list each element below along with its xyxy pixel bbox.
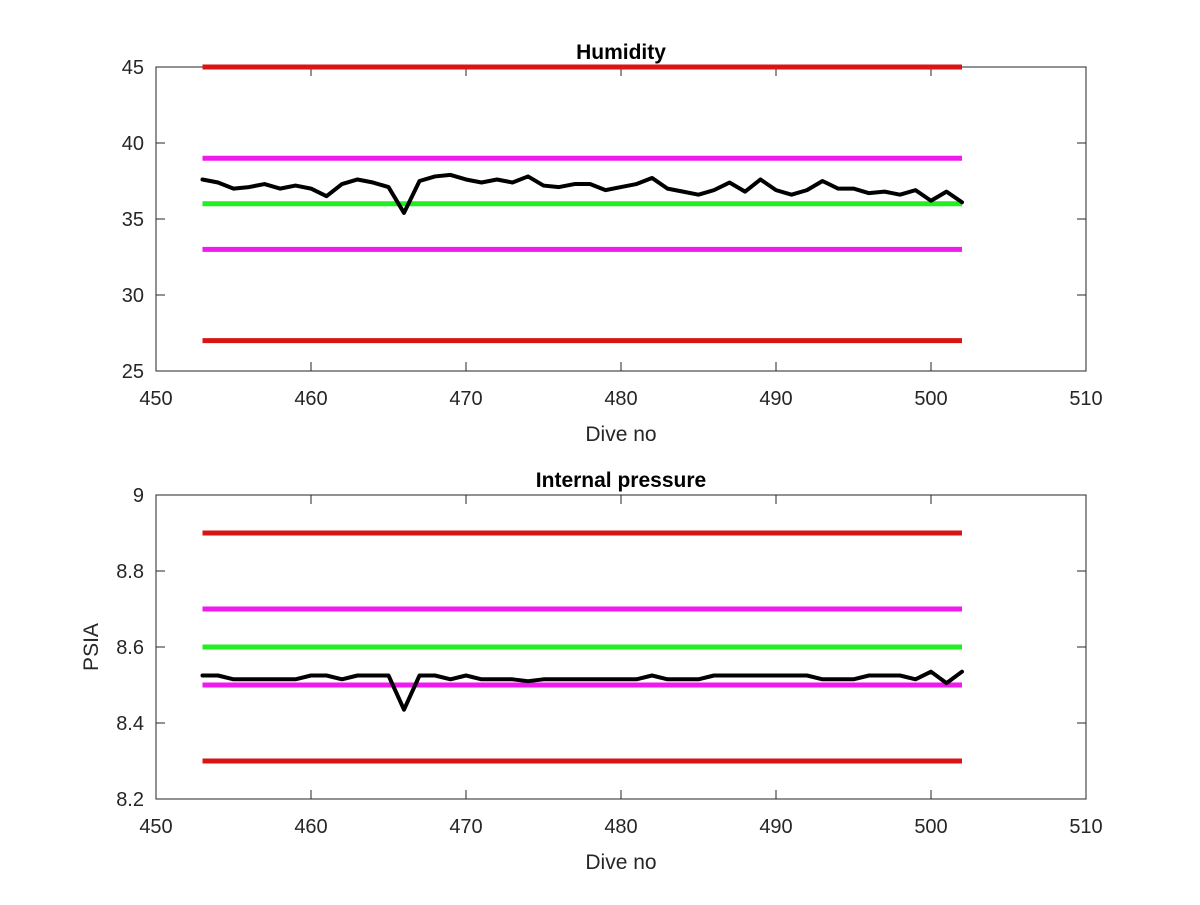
chart-title: Humidity [576, 41, 666, 64]
x-tick-label: 480 [604, 816, 637, 838]
y-tick-label: 9 [133, 485, 144, 507]
x-tick-label: 500 [914, 816, 947, 838]
x-tick-label: 450 [139, 816, 172, 838]
data-series-line [200, 172, 964, 215]
y-tick-label: 25 [122, 361, 144, 383]
x-axis-label: Dive no [585, 423, 656, 446]
x-tick-label: 490 [759, 388, 792, 410]
y-tick-label: 8.6 [116, 637, 144, 659]
y-tick-label: 8.8 [116, 561, 144, 583]
subplot-1: 450 460 470 480 490 500 510 25 30 35 40 45 Humidity D… [122, 41, 1103, 446]
y-tick-label: 35 [122, 209, 144, 231]
x-tick-label: 480 [604, 388, 637, 410]
x-axis-label: Dive no [585, 851, 656, 874]
x-tick-label: 500 [914, 388, 947, 410]
x-tick-label: 510 [1069, 816, 1102, 838]
y-tick-label: 45 [122, 57, 144, 79]
y-axis-label: PSIA [80, 623, 103, 671]
x-tick-label: 490 [759, 816, 792, 838]
plot-area [155, 66, 1087, 372]
data-series-line [200, 669, 964, 712]
chart-title: Internal pressure [536, 469, 706, 492]
x-tick-label: 470 [449, 388, 482, 410]
y-tick-label: 30 [122, 285, 144, 307]
y-tick-label: 8.4 [116, 713, 144, 735]
x-tick-label: 460 [294, 816, 327, 838]
x-tick-label: 460 [294, 388, 327, 410]
y-tick-label: 8.2 [116, 789, 144, 811]
x-tick-label: 510 [1069, 388, 1102, 410]
y-tick-label: 40 [122, 133, 144, 155]
subplot-2: 450 460 470 480 490 500 510 8.2 8.4 8.6 8.8 9 Intern… [80, 469, 1103, 874]
x-tick-label: 450 [139, 388, 172, 410]
x-tick-label: 470 [449, 816, 482, 838]
